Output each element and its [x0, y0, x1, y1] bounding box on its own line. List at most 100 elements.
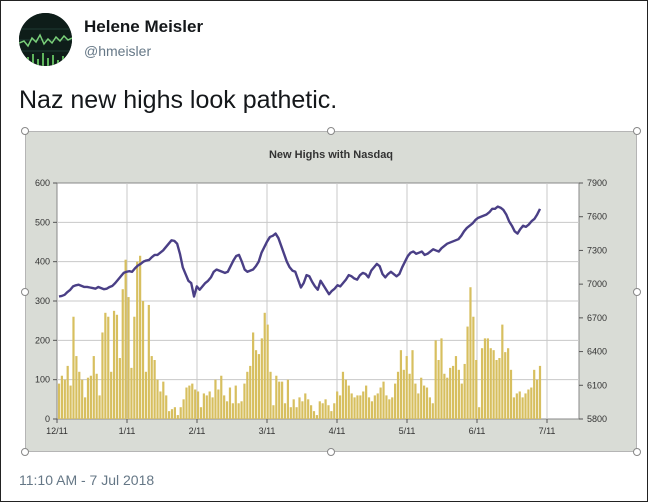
- resize-handle-tl[interactable]: [21, 127, 29, 135]
- new-highs-bar: [391, 397, 394, 419]
- nasdaq-line: [58, 205, 542, 298]
- new-highs-bar: [312, 411, 316, 419]
- resize-handle-bm[interactable]: [327, 448, 335, 456]
- new-highs-bar: [159, 391, 162, 419]
- chart-svg: New Highs with Nasdaq 0 100 200 300 400 500 60…: [35, 149, 607, 436]
- new-highs-bar: [211, 397, 214, 419]
- resize-handle-tr[interactable]: [633, 127, 641, 135]
- new-highs-bar: [524, 393, 527, 419]
- new-highs-bar: [347, 385, 350, 419]
- new-highs-bar: [327, 405, 330, 419]
- new-highs-bar: [295, 407, 298, 419]
- new-highs-bar: [162, 381, 165, 419]
- avatar[interactable]: [19, 13, 72, 66]
- y-left-tick-label: 200: [35, 335, 50, 345]
- new-highs-bar: [536, 379, 539, 419]
- new-highs-bar: [350, 393, 353, 419]
- new-highs-bar: [63, 379, 66, 419]
- new-highs-bar: [501, 324, 504, 419]
- new-highs-bar: [199, 407, 203, 419]
- new-highs-bar: [278, 381, 281, 419]
- new-highs-bar: [533, 369, 536, 419]
- new-highs-bar: [478, 407, 481, 419]
- new-highs-bar: [307, 399, 310, 419]
- y-left-tick-label: 400: [35, 257, 50, 267]
- x-tick-label: 5/11: [399, 426, 416, 436]
- new-highs-bar: [428, 397, 431, 419]
- new-highs-bar: [451, 365, 455, 419]
- new-highs-bar: [344, 379, 347, 419]
- new-highs-bar: [434, 340, 437, 419]
- new-highs-bar: [425, 387, 429, 419]
- new-highs-bar: [69, 385, 72, 419]
- resize-handle-mr[interactable]: [633, 288, 641, 296]
- new-highs-bar: [530, 387, 533, 419]
- new-highs-bar: [249, 365, 252, 419]
- new-highs-bar: [182, 399, 185, 419]
- new-highs-bar: [431, 403, 434, 419]
- new-highs-bar: [260, 338, 263, 419]
- author-name[interactable]: Helene Meisler: [84, 17, 204, 36]
- new-highs-bar: [243, 383, 246, 419]
- line-series: [58, 205, 542, 298]
- new-highs-bar: [89, 375, 92, 419]
- y-left-tick-label: 500: [35, 217, 50, 227]
- new-highs-bar: [356, 395, 359, 419]
- new-highs-bar: [394, 383, 397, 419]
- new-highs-bar: [234, 385, 237, 419]
- resize-handle-tm[interactable]: [327, 127, 335, 135]
- new-highs-bar: [269, 371, 272, 419]
- new-highs-bar: [304, 393, 307, 419]
- new-highs-bar: [72, 316, 75, 419]
- author-handle[interactable]: @hmeisler: [84, 43, 152, 59]
- new-highs-bar: [217, 389, 220, 419]
- new-highs-bar: [408, 373, 411, 419]
- new-highs-bar: [443, 373, 446, 419]
- new-highs-bar: [147, 304, 150, 419]
- new-highs-bar: [240, 401, 243, 419]
- new-highs-bar: [463, 363, 466, 419]
- new-highs-bar: [286, 379, 290, 419]
- new-highs-bar: [191, 383, 194, 419]
- new-highs-bar: [353, 397, 356, 419]
- new-highs-bar: [136, 261, 139, 419]
- new-highs-bar: [315, 415, 318, 419]
- new-highs-bar: [150, 356, 153, 419]
- x-tick-label: 2/11: [189, 426, 206, 436]
- new-highs-bar: [486, 338, 489, 419]
- new-highs-bar: [75, 356, 78, 419]
- new-highs-bar: [272, 405, 275, 419]
- new-highs-bar: [92, 356, 95, 419]
- new-highs-bar: [405, 356, 408, 419]
- chart-image[interactable]: New Highs with Nasdaq 0 100 200 300 400 500 60…: [25, 131, 637, 452]
- new-highs-bar: [504, 352, 507, 419]
- y-left-tick-label: 300: [35, 296, 50, 306]
- y-left-tick-label: 0: [45, 414, 50, 424]
- new-highs-bar: [196, 391, 200, 419]
- tweet-timestamp[interactable]: 11:10 AM - 7 Jul 2018: [19, 472, 155, 488]
- new-highs-bar: [110, 371, 113, 419]
- x-tick-label: 12/11: [46, 426, 68, 436]
- new-highs-bar: [460, 383, 463, 419]
- new-highs-bar: [449, 367, 452, 419]
- new-highs-bar: [365, 385, 368, 419]
- new-highs-bar: [396, 371, 400, 419]
- new-highs-bar: [252, 332, 255, 419]
- new-highs-bar: [457, 369, 460, 419]
- new-highs-bar: [104, 312, 107, 419]
- new-highs-bar: [475, 360, 478, 419]
- resize-handle-bl[interactable]: [21, 448, 29, 456]
- new-highs-bar: [179, 407, 182, 419]
- new-highs-bar: [124, 259, 127, 419]
- y-right-tick-label: 7000: [587, 279, 607, 289]
- new-highs-bar: [275, 375, 278, 419]
- new-highs-bar: [480, 348, 484, 419]
- y-right-tick-label: 6700: [587, 313, 607, 323]
- resize-handle-ml[interactable]: [21, 288, 29, 296]
- new-highs-bar: [469, 287, 472, 419]
- new-highs-bar: [165, 395, 168, 419]
- new-highs-bar: [382, 381, 385, 419]
- new-highs-bar: [220, 375, 223, 419]
- resize-handle-br[interactable]: [633, 448, 641, 456]
